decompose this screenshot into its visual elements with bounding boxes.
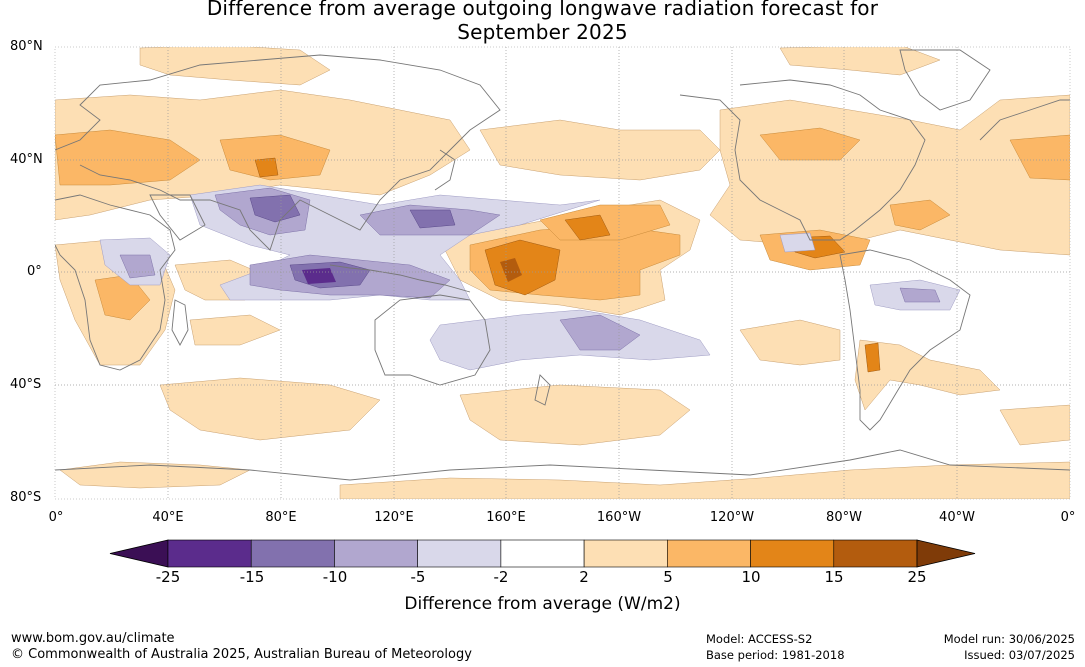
colorbar-tick-label: -15 bbox=[239, 568, 265, 586]
colorbar-tick-label: 10 bbox=[741, 568, 761, 586]
footer-base-period: Base period: 1981-2018 bbox=[706, 648, 845, 662]
colorbar-tick-label: -25 bbox=[155, 568, 181, 586]
lat-label-80n: 80°N bbox=[10, 39, 43, 54]
positive-10-15-regions bbox=[254, 157, 881, 373]
title-line-2: September 2025 bbox=[457, 20, 628, 44]
colorbar-tick-label: 5 bbox=[663, 568, 673, 586]
lon-label-0-right: 0° bbox=[1060, 510, 1076, 525]
colorbar-tick-label: 25 bbox=[907, 568, 927, 586]
colorbar-tick-label: -2 bbox=[493, 568, 509, 586]
colorbar-tick-label: 15 bbox=[824, 568, 844, 586]
colorbar-segment bbox=[417, 539, 502, 568]
colorbar-segment bbox=[500, 539, 585, 568]
coast-australia bbox=[374, 294, 491, 386]
colorbar-title: Difference from average (W/m2) bbox=[404, 594, 681, 614]
coastlines bbox=[55, 49, 1070, 481]
coast-africa bbox=[55, 194, 176, 371]
lat-label-0: 0° bbox=[27, 264, 42, 279]
lat-label-40s: 40°S bbox=[10, 377, 42, 392]
footer-model-run: Model run: 30/06/2025 bbox=[943, 632, 1075, 646]
lat-label-40n: 40°N bbox=[10, 152, 43, 167]
footer-model: Model: ACCESS-S2 bbox=[706, 632, 813, 646]
lon-label-120e: 120°E bbox=[374, 510, 414, 525]
colorbar-segment bbox=[250, 539, 335, 568]
lon-label-120w: 120°W bbox=[709, 510, 755, 525]
map-title: Difference from average outgoing longwav… bbox=[0, 0, 1085, 44]
coast-eurasia bbox=[55, 54, 501, 251]
gridlines bbox=[55, 47, 1070, 499]
anomaly-field bbox=[55, 47, 1070, 499]
footer-issued: Issued: 03/07/2025 bbox=[964, 648, 1075, 662]
colorbar-segment bbox=[167, 539, 252, 568]
footer-copyright: © Commonwealth of Australia 2025, Austra… bbox=[11, 647, 472, 662]
coast-greenland bbox=[899, 49, 991, 111]
colorbar-extend-low bbox=[109, 539, 169, 568]
lon-label-80w: 80°W bbox=[826, 510, 862, 525]
coast-indonesia bbox=[329, 264, 471, 293]
coast-arabia bbox=[149, 194, 206, 241]
lon-label-160e: 160°E bbox=[486, 510, 526, 525]
coast-europe bbox=[979, 99, 1070, 141]
coast-madagascar bbox=[171, 299, 189, 346]
footer-url[interactable]: www.bom.gov.au/climate bbox=[11, 631, 175, 646]
map-frame bbox=[54, 46, 1071, 500]
lon-label-40e: 40°E bbox=[152, 510, 184, 525]
lon-label-40w: 40°W bbox=[939, 510, 975, 525]
colorbar-tick-label: -10 bbox=[322, 568, 348, 586]
lon-label-0-left: 0° bbox=[48, 510, 64, 525]
coast-south-america bbox=[839, 249, 971, 431]
colorbar-segment bbox=[750, 539, 835, 568]
coast-new-zealand bbox=[534, 374, 551, 406]
negative-15-25-regions bbox=[302, 268, 336, 284]
colorbar-tick-label: 2 bbox=[579, 568, 589, 586]
lon-label-160w: 160°W bbox=[596, 510, 642, 525]
colorbar-segment bbox=[334, 539, 418, 568]
colorbar bbox=[109, 539, 976, 568]
colorbar-tick-label: -5 bbox=[410, 568, 426, 586]
colorbar-segment bbox=[583, 539, 668, 568]
coast-japan bbox=[434, 149, 456, 191]
lon-label-80e: 80°E bbox=[265, 510, 297, 525]
colorbar-segment bbox=[667, 539, 751, 568]
colorbar-extend-high bbox=[916, 539, 976, 568]
lat-label-80s: 80°S bbox=[10, 490, 42, 505]
positive-15-25-regions bbox=[500, 258, 522, 282]
coast-antarctica bbox=[55, 449, 1070, 481]
title-line-1: Difference from average outgoing longwav… bbox=[206, 0, 879, 20]
colorbar-segment bbox=[833, 539, 918, 568]
